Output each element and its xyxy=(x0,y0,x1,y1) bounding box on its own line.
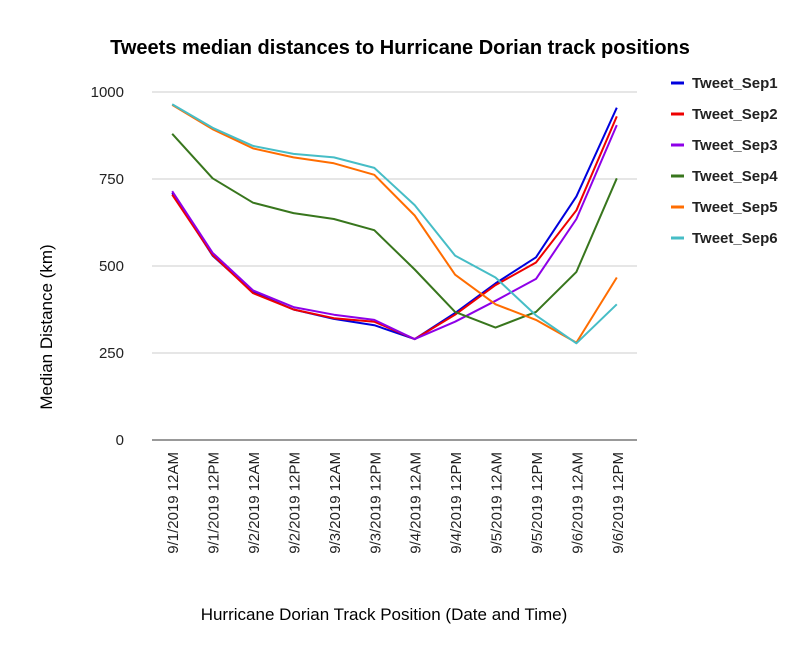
x-tick-label: 9/5/2019 12AM xyxy=(489,452,506,554)
x-tick-label: 9/3/2019 12AM xyxy=(327,452,344,554)
x-axis-title: Hurricane Dorian Track Position (Date an… xyxy=(201,605,568,624)
x-tick-label: 9/4/2019 12AM xyxy=(408,452,425,554)
legend-label: Tweet_Sep3 xyxy=(692,137,778,154)
legend-label: Tweet_Sep5 xyxy=(692,199,778,216)
chart-title: Tweets median distances to Hurricane Dor… xyxy=(110,37,690,59)
legend-label: Tweet_Sep1 xyxy=(692,75,778,92)
x-tick-label: 9/5/2019 12PM xyxy=(529,452,546,554)
y-tick-label: 250 xyxy=(99,345,124,362)
legend-label: Tweet_Sep4 xyxy=(692,168,778,185)
x-tick-label: 9/1/2019 12PM xyxy=(206,452,223,554)
y-tick-labels: 0 250 500 750 1000 xyxy=(91,84,124,449)
y-axis-title: Median Distance (km) xyxy=(37,244,56,409)
x-tick-labels: 9/1/2019 12AM 9/1/2019 12PM 9/2/2019 12AM 9… xyxy=(165,452,627,554)
legend-label: Tweet_Sep2 xyxy=(692,106,778,123)
series-lines xyxy=(171,103,618,345)
y-tick-label: 0 xyxy=(116,432,124,449)
y-tick-label: 1000 xyxy=(91,84,124,101)
y-tick-label: 500 xyxy=(99,258,124,275)
y-tick-label: 750 xyxy=(99,171,124,188)
series-line-tweet-sep2 xyxy=(171,116,618,341)
x-tick-label: 9/6/2019 12AM xyxy=(569,452,586,554)
series-line-tweet-sep5 xyxy=(171,104,618,344)
series-line-tweet-sep6 xyxy=(171,103,618,345)
x-tick-label: 9/6/2019 12PM xyxy=(610,452,627,554)
legend-label: Tweet_Sep6 xyxy=(692,230,778,247)
x-tick-label: 9/3/2019 12PM xyxy=(367,452,384,554)
x-tick-label: 9/1/2019 12AM xyxy=(165,452,182,554)
series-line-tweet-sep4 xyxy=(171,133,618,329)
x-tick-label: 9/2/2019 12AM xyxy=(246,452,263,554)
legend: Tweet_Sep1 Tweet_Sep2 Tweet_Sep3 Tweet_Sep4… xyxy=(671,75,778,247)
grid xyxy=(152,91,637,354)
series-line-tweet-sep3 xyxy=(171,124,618,341)
x-tick-label: 9/4/2019 12PM xyxy=(448,452,465,554)
x-tick-label: 9/2/2019 12PM xyxy=(286,452,303,554)
